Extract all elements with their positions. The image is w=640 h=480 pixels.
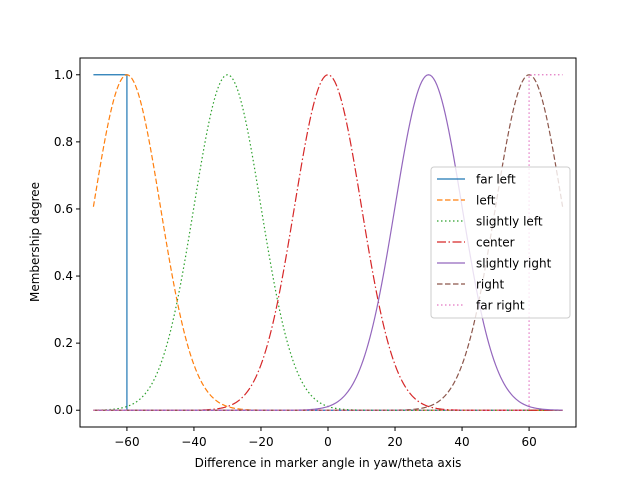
legend-label: slightly left <box>476 215 543 229</box>
series-line-right <box>93 74 564 411</box>
x-axis-ticks: −60 −40 −20 0 20 40 60 <box>114 427 537 449</box>
x-axis-label: Difference in marker angle in yaw/theta … <box>195 456 462 470</box>
legend-label: slightly right <box>476 257 552 271</box>
x-tick-label: −60 <box>114 435 139 449</box>
legend-label: far right <box>476 299 525 313</box>
x-tick-label: 0 <box>324 435 332 449</box>
plot-lines <box>92 74 564 411</box>
legend-box <box>430 166 571 319</box>
series-line-slightly-right <box>93 74 563 411</box>
legend-label: left <box>476 194 496 208</box>
y-axis-ticks: 0.0 0.2 0.4 0.6 0.8 1.0 <box>54 68 80 417</box>
x-tick-label: −20 <box>248 435 273 449</box>
y-tick-label: 1.0 <box>54 68 73 82</box>
legend-label: center <box>476 236 515 250</box>
x-tick-label: 20 <box>387 435 402 449</box>
y-tick-label: 0.0 <box>54 403 73 417</box>
x-tick-label: 40 <box>454 435 469 449</box>
y-axis-label: Membership degree <box>28 182 42 302</box>
y-tick-label: 0.4 <box>54 269 73 283</box>
y-tick-label: 0.2 <box>54 336 73 350</box>
legend: far left left slightly left center slightly … <box>430 166 571 319</box>
legend-label: right <box>476 278 504 292</box>
legend-label: far left <box>476 173 516 187</box>
y-tick-label: 0.8 <box>54 135 73 149</box>
x-tick-label: 60 <box>521 435 536 449</box>
x-tick-label: −40 <box>181 435 206 449</box>
y-tick-label: 0.6 <box>54 202 73 216</box>
